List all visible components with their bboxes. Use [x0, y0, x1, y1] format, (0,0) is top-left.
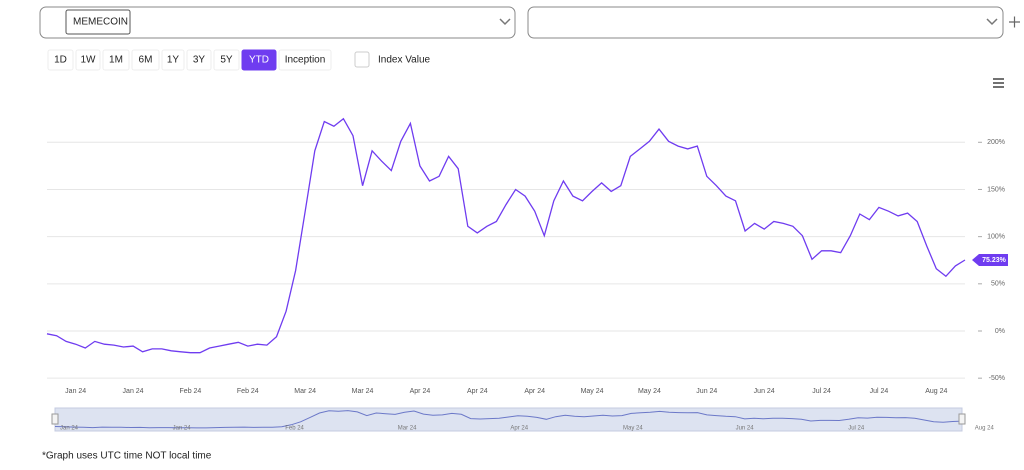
range-label: 3Y [193, 55, 206, 66]
range-label: 5Y [220, 55, 233, 66]
y-tick-label: 100% [987, 233, 1005, 240]
navigator-label: Jan 24 [60, 426, 79, 432]
asset-input[interactable] [65, 9, 131, 35]
plot-area [47, 97, 965, 381]
navigator-label: Aug 24 [975, 426, 995, 432]
x-tick-label: Jun 24 [754, 388, 775, 395]
range-button[interactable] [213, 49, 240, 71]
navigator-label: Jun 24 [736, 426, 755, 432]
range-buttons: 1D 1W 1M 6M 1Y 3Y 5Y YTD Inception [47, 49, 332, 71]
range-label: 1D [54, 55, 67, 66]
range-label: 6M [139, 55, 153, 66]
y-tick-label: -50% [989, 375, 1005, 382]
range-button[interactable] [278, 49, 332, 71]
value-label: 75.23% [982, 257, 1007, 264]
asset-select[interactable] [39, 6, 516, 39]
range-button[interactable] [131, 49, 160, 71]
x-tick-label: Apr 24 [410, 388, 431, 395]
footnote: *Graph uses UTC time NOT local time [42, 451, 212, 462]
asset-value: MEMECOIN [73, 17, 128, 28]
x-tick-label: Feb 24 [180, 388, 202, 395]
navigator-label: Jan 24 [173, 426, 192, 432]
range-button[interactable] [161, 49, 185, 71]
price-line [46, 117, 966, 354]
range-button[interactable] [47, 49, 74, 71]
range-label: 1Y [167, 55, 180, 66]
range-label: Inception [285, 55, 326, 66]
value-flag [972, 254, 1008, 267]
navigator-label: Apr 24 [510, 426, 528, 432]
x-tick-label: Mar 24 [294, 388, 316, 395]
x-tick-label: May 24 [581, 388, 604, 395]
chevron [986, 18, 998, 26]
navigator-handle[interactable] [51, 413, 59, 425]
add-button[interactable] [1009, 16, 1020, 28]
y-tick-label: 50% [991, 281, 1005, 288]
x-tick-label: Aug 24 [925, 388, 947, 395]
x-tick-label: Jan 24 [65, 388, 86, 395]
compare-select[interactable] [527, 6, 1004, 39]
x-tick-label: Mar 24 [352, 388, 374, 395]
menu-button[interactable] [993, 78, 1004, 88]
range-label: 1W [81, 55, 97, 66]
x-tick-label: Apr 24 [467, 388, 488, 395]
range-button[interactable] [102, 49, 130, 71]
navigator-label: Jul 24 [848, 426, 865, 432]
chart: -50% 0% 50% 100% 150% 200% Jan 24 Jan 24 Feb 24 F… [46, 97, 1008, 432]
range-button[interactable] [186, 49, 212, 71]
range-label: YTD [249, 55, 269, 66]
index-checkbox[interactable] [354, 51, 370, 68]
y-tick-label: 0% [995, 328, 1005, 335]
navigator-handle[interactable] [958, 413, 966, 425]
x-tick-label: Feb 24 [237, 388, 259, 395]
chevron [499, 18, 511, 26]
range-button[interactable] [241, 49, 277, 71]
navigator-label: Mar 24 [398, 426, 417, 432]
y-tick-label: 200% [987, 139, 1005, 146]
index-label: Index Value [378, 55, 431, 66]
navigator-line [54, 410, 963, 429]
x-tick-label: Apr 24 [524, 388, 545, 395]
x-tick-label: Jul 24 [870, 388, 889, 395]
range-label: 1M [109, 55, 123, 66]
y-tick-label: 150% [987, 186, 1005, 193]
x-tick-label: May 24 [638, 388, 661, 395]
navigator-label: May 24 [623, 426, 643, 432]
navigator-label: Feb 24 [285, 426, 304, 432]
range-button[interactable] [75, 49, 101, 71]
x-tick-label: Jan 24 [123, 388, 144, 395]
x-tick-label: Jun 24 [696, 388, 717, 395]
x-tick-label: Jul 24 [812, 388, 831, 395]
